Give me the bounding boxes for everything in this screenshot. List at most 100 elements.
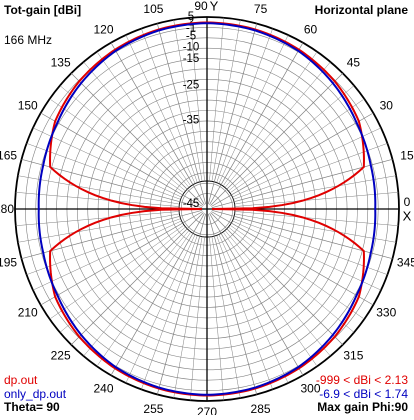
grid-spoke <box>141 28 198 183</box>
grid-spoke <box>222 51 318 187</box>
grid-spoke <box>26 143 181 200</box>
angle-tick-label-240: 240 <box>93 381 113 395</box>
grid-spoke <box>234 211 399 226</box>
angle-tick-label-150: 150 <box>18 99 38 113</box>
grid-spoke <box>110 213 205 376</box>
angle-tick-label-165: 165 <box>0 148 17 162</box>
radial-tick-label--35: -35 <box>183 114 200 126</box>
grid-spoke <box>216 235 273 390</box>
legend-series-2-range: -6.9 < dBi < 1.74 <box>319 387 408 401</box>
grid-spoke <box>229 98 365 194</box>
grid-spoke <box>211 211 374 306</box>
angle-tick-label-285: 285 <box>251 402 271 415</box>
grid-spoke <box>156 213 207 395</box>
grid-spoke <box>32 127 182 198</box>
plane-label: Horizontal plane <box>314 3 408 17</box>
grid-spoke <box>32 220 182 291</box>
grid-spoke <box>83 61 190 188</box>
grid-spoke <box>233 218 388 275</box>
grid-spoke <box>211 19 241 182</box>
radial-tick-label--25: -25 <box>183 80 200 92</box>
grid-spoke <box>190 236 205 401</box>
legend-series-1-name: dp.out <box>4 373 38 387</box>
grid-spoke <box>224 61 331 188</box>
grid-spoke <box>83 230 190 357</box>
grid-spoke <box>125 34 196 184</box>
angle-tick-label-180: 180 <box>0 202 14 216</box>
grid-spoke <box>222 231 318 367</box>
radial-tick-label--15: -15 <box>183 53 200 65</box>
grid-spoke <box>209 213 304 376</box>
angle-tick-label-330: 330 <box>376 306 396 320</box>
grid-spoke <box>211 112 374 207</box>
angle-tick-label-135: 135 <box>51 56 71 70</box>
angle-tick-label-210: 210 <box>18 306 38 320</box>
grid-spoke <box>40 112 203 207</box>
grid-spoke <box>210 72 344 206</box>
grid-spoke <box>59 85 186 192</box>
radial-tick-label--5: -5 <box>186 31 196 43</box>
y-direction-label: Y <box>210 0 219 14</box>
grid-spoke <box>234 213 397 243</box>
grid-spoke <box>59 226 186 333</box>
grid-spoke <box>173 236 203 399</box>
chart-title: Tot-gain [dBi] <box>4 3 82 17</box>
grid-spoke <box>15 192 180 207</box>
angle-tick-label-255: 255 <box>143 402 163 415</box>
radial-tick-label--10: -10 <box>183 42 200 54</box>
grid-spoke <box>216 28 273 183</box>
series-1-curve <box>49 21 365 397</box>
grid-spoke <box>209 236 224 401</box>
grid-spoke <box>229 224 365 320</box>
grid-spoke <box>173 19 203 182</box>
grid-spoke <box>207 23 258 205</box>
grid-spoke <box>232 127 382 198</box>
grid-spoke <box>96 51 192 187</box>
grid-spoke <box>232 220 382 291</box>
angle-tick-label-15: 15 <box>400 148 414 162</box>
legend-series-2-name: only_dp.out <box>4 387 67 401</box>
angle-tick-label-270: 270 <box>197 405 217 415</box>
radial-tick-label--1: -1 <box>186 23 196 35</box>
max-gain-label: Max gain Phi:90 <box>317 400 408 414</box>
x-direction-label: X <box>403 209 412 224</box>
radial-tick-label--45: -45 <box>183 198 200 210</box>
angle-tick-label-195: 195 <box>0 256 17 270</box>
grid-spoke <box>26 218 181 275</box>
angle-tick-label-45: 45 <box>347 56 361 70</box>
angle-tick-label-105: 105 <box>143 2 163 16</box>
angle-tick-label-345: 345 <box>397 256 414 270</box>
grid-spoke <box>218 234 289 384</box>
grid-spoke <box>70 212 204 346</box>
grid-spoke <box>207 213 258 395</box>
grid-spoke <box>209 17 224 182</box>
angle-tick-label-0: 0 <box>404 195 411 209</box>
grid-spoke <box>110 42 205 205</box>
series-2-curve <box>37 22 377 396</box>
grid-spoke <box>15 211 180 226</box>
grid-spoke <box>210 212 344 346</box>
grid-spoke <box>40 211 203 306</box>
frequency-label: 166 MHz <box>4 33 53 47</box>
grid-spoke <box>228 85 355 192</box>
grid-spoke <box>49 98 185 194</box>
angle-tick-label-90: 90 <box>194 0 208 13</box>
angle-tick-label-225: 225 <box>51 348 71 362</box>
angle-tick-label-30: 30 <box>380 99 394 113</box>
grid-spoke <box>70 72 204 206</box>
grid-spoke <box>17 213 180 243</box>
angle-tick-label-120: 120 <box>93 23 113 37</box>
angle-tick-label-300: 300 <box>300 381 320 395</box>
grid-spoke <box>141 235 198 390</box>
grid-spoke <box>49 224 185 320</box>
grid-spoke <box>234 175 397 205</box>
grid-spoke <box>125 234 196 384</box>
angle-tick-label-75: 75 <box>254 2 268 16</box>
grid-spoke <box>211 236 241 399</box>
grid-spoke <box>156 23 207 205</box>
grid-spoke <box>234 192 399 207</box>
grid-spoke <box>228 226 355 333</box>
grid-spoke <box>190 17 205 182</box>
